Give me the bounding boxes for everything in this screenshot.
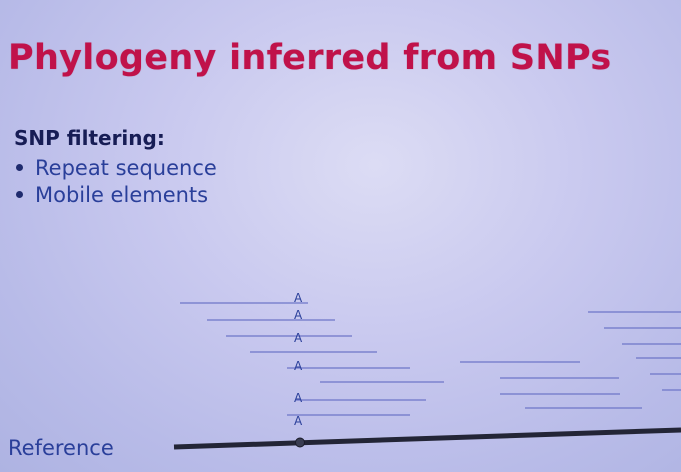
snp-base-label: A <box>294 308 303 322</box>
snp-base-label: A <box>294 414 303 428</box>
read-lines <box>180 302 681 416</box>
bullet-text: Repeat sequence <box>35 156 217 180</box>
bullet-dot-icon <box>16 190 23 198</box>
bullet-text: Mobile elements <box>35 183 209 207</box>
snp-base-label: A <box>294 331 303 345</box>
bullet-dot-icon <box>16 163 23 171</box>
snp-marks: A A A A A A <box>294 291 303 428</box>
bullet-item-repeat-sequence: Repeat sequence <box>14 155 217 182</box>
snp-position-marker <box>295 437 305 448</box>
slide-subtitle: SNP filtering: <box>14 126 165 150</box>
reference-label: Reference <box>8 436 114 460</box>
bullet-item-mobile-elements: Mobile elements <box>14 182 217 209</box>
snp-base-label: A <box>294 291 303 305</box>
slide-title: Phylogeny inferred from SNPs <box>8 38 612 78</box>
snp-base-label: A <box>294 391 303 405</box>
bullet-list: Repeat sequence Mobile elements <box>14 155 217 209</box>
snp-base-label: A <box>294 359 303 373</box>
reference-line <box>173 427 681 450</box>
